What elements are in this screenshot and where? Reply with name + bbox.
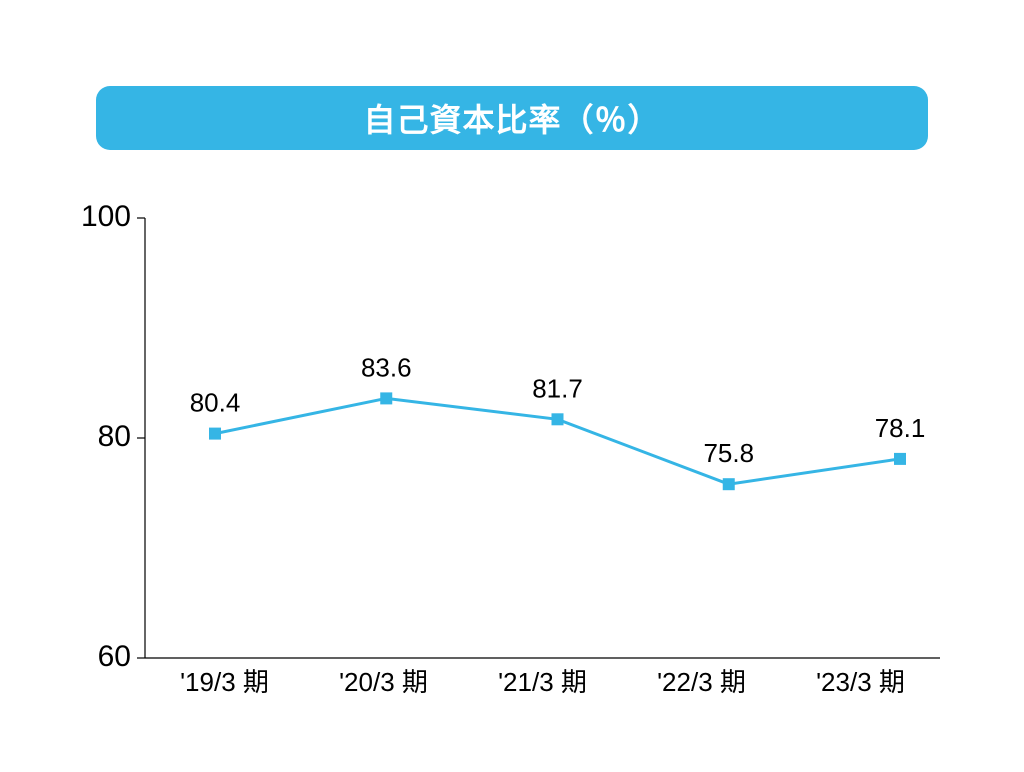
chart-title-bar: 自己資本比率（％）	[96, 86, 928, 150]
data-marker	[552, 413, 564, 425]
page: 自己資本比率（％） 60 80 100 '19/3 期 '20/3 期 '21/3 期 '2…	[0, 0, 1024, 772]
y-tick-label: 60	[98, 640, 131, 673]
data-marker	[380, 392, 392, 404]
x-tick-label: '20/3 期	[339, 667, 428, 697]
value-label: 75.8	[703, 438, 754, 468]
x-tick-label: '19/3 期	[180, 667, 269, 697]
series-line	[215, 398, 900, 484]
data-marker	[209, 428, 221, 440]
x-tick-label: '21/3 期	[498, 667, 587, 697]
data-marker	[723, 478, 735, 490]
x-tick-label: '22/3 期	[657, 667, 746, 697]
y-tick-label: 100	[81, 200, 131, 233]
value-label: 83.6	[361, 352, 412, 382]
value-label: 80.4	[190, 388, 241, 418]
line-chart: 60 80 100 '19/3 期 '20/3 期 '21/3 期 '22/3 期 '23/3…	[70, 200, 970, 720]
chart-svg: 60 80 100 '19/3 期 '20/3 期 '21/3 期 '22/3 期 '23/3…	[70, 200, 970, 720]
x-tick-label: '23/3 期	[816, 667, 905, 697]
data-marker	[894, 453, 906, 465]
y-tick-label: 80	[98, 420, 131, 453]
value-label: 78.1	[875, 413, 926, 443]
chart-title: 自己資本比率（％）	[363, 95, 660, 141]
value-label: 81.7	[532, 373, 583, 403]
